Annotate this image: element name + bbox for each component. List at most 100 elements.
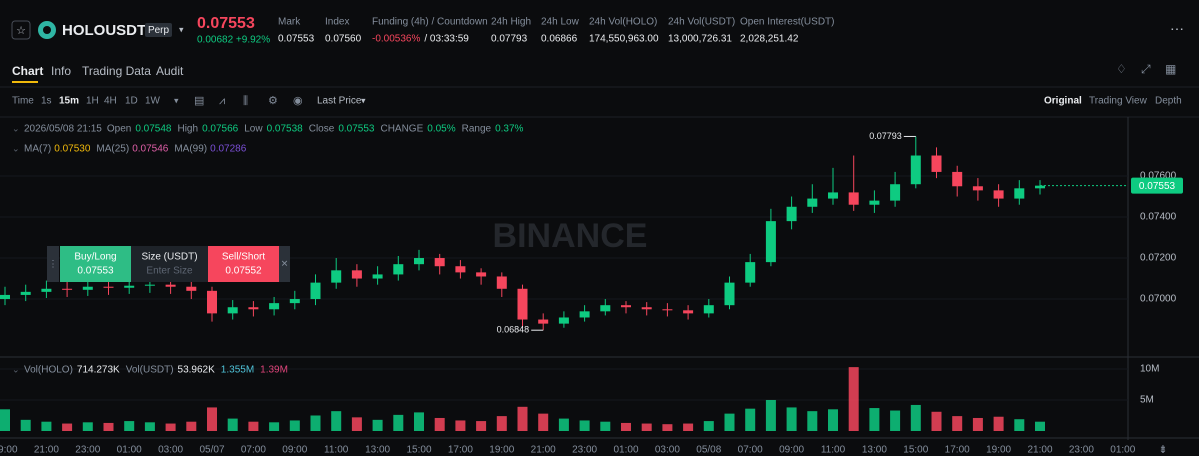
interval-dropdown[interactable]: ▾ (174, 95, 179, 105)
view-option[interactable]: Original (1044, 96, 1082, 107)
volume-bar (331, 411, 342, 431)
volume-bar (1014, 419, 1025, 431)
candle-body (496, 276, 507, 289)
close-panel[interactable]: ✕ (281, 258, 289, 268)
tool-icon[interactable]: ◉ (293, 95, 303, 107)
layout-icon[interactable]: ▦ (1165, 62, 1176, 76)
stat-value: 2,028,251.42 (740, 34, 799, 45)
candle-body (579, 311, 590, 318)
candle-body (207, 290, 217, 314)
view-option[interactable]: Trading View (1089, 96, 1148, 107)
candle-body (972, 186, 983, 191)
x-tick-label: 13:00 (365, 445, 390, 456)
candle-body (372, 274, 383, 279)
x-tick-label: 15:00 (406, 445, 431, 456)
view-option[interactable]: Depth (1155, 96, 1182, 107)
y-tick-label: 0.07600 (1140, 171, 1177, 182)
price-type-dropdown[interactable]: ▾ (361, 95, 366, 105)
symbol-dropdown[interactable]: ▾ (179, 24, 184, 34)
volume-bar (683, 423, 694, 431)
tab[interactable]: Trading Data (82, 64, 151, 78)
buy-price[interactable]: 0.07553 (77, 266, 114, 277)
candle-body (289, 299, 300, 304)
volume-bar (848, 367, 859, 431)
interval[interactable]: 1W (145, 96, 161, 107)
drag-handle[interactable] (47, 246, 59, 282)
candle-body (0, 294, 10, 300)
sell-price[interactable]: 0.07552 (225, 266, 262, 277)
interval[interactable]: Time (12, 96, 34, 107)
sell-button[interactable] (208, 246, 279, 282)
collapse-icon[interactable]: ⌄ (12, 123, 20, 133)
price-type[interactable]: Last Price (317, 96, 362, 107)
size-placeholder[interactable]: Enter Size (146, 266, 193, 277)
interval[interactable]: 4H (104, 96, 117, 107)
volume-bar (641, 423, 652, 431)
symbol[interactable]: HOLOUSDT (62, 22, 146, 39)
candle-body (310, 282, 321, 300)
x-tick-label: 09:00 (779, 445, 804, 456)
interval[interactable]: 1s (41, 96, 52, 107)
tool-icon[interactable]: ⚙ (268, 95, 278, 107)
volume-bar (745, 408, 756, 431)
alert-icon[interactable]: ♢ (1116, 62, 1127, 76)
candle-body (227, 307, 238, 314)
current-price-tag (1131, 177, 1183, 194)
volume-bar (600, 421, 611, 431)
legend-value: 0.07566 (202, 124, 239, 135)
candle-body (62, 288, 73, 290)
tab[interactable]: Info (51, 64, 71, 78)
tool-icon[interactable]: ⫼ (243, 95, 248, 107)
ma-label: MA(25) (96, 144, 129, 155)
star-icon: ☆ (16, 25, 26, 37)
stat-label: Funding (4h) / Countdown (372, 17, 488, 28)
x-tick-label: 01:00 (117, 445, 142, 456)
volume-bar (538, 413, 549, 431)
size-input[interactable] (131, 246, 208, 282)
stat-label: Index (325, 17, 349, 28)
x-tick-label: 11:00 (821, 445, 846, 456)
volume-bar (0, 409, 10, 431)
tab[interactable]: Audit (156, 64, 184, 78)
stat-label: Mark (278, 17, 301, 28)
candle-body (269, 303, 280, 310)
candle-body (331, 270, 342, 283)
buy-label[interactable]: Buy/Long (74, 252, 116, 263)
stat-value: 0.07553 (278, 34, 315, 45)
interval[interactable]: 1D (125, 96, 138, 107)
candle-body (828, 192, 838, 199)
x-tick-label: 07:00 (738, 445, 763, 456)
volume-bar (517, 406, 528, 431)
candle-body (144, 284, 155, 286)
fullscreen-icon[interactable]: ⤢ (1140, 62, 1151, 76)
tab[interactable]: Chart (12, 64, 43, 78)
interval[interactable]: 1H (86, 96, 99, 107)
legend-label: Range (462, 124, 492, 135)
x-tick-label: 11:00 (324, 445, 349, 456)
x-tick-label: 15:00 (903, 445, 928, 456)
candle-body (351, 270, 362, 279)
favorite-button[interactable] (11, 20, 31, 40)
collapse-icon[interactable]: ⌄ (12, 143, 20, 153)
tool-icon[interactable]: ⩘ (219, 95, 225, 107)
ma-value: 0.07546 (132, 144, 169, 155)
y-tick-label: 0.07200 (1140, 253, 1177, 264)
volume-bar (82, 422, 93, 431)
candle-body (82, 286, 93, 290)
x-tick-label: 17:00 (945, 445, 970, 456)
volume-bar (165, 423, 176, 431)
tool-icon[interactable]: ▤ (194, 95, 204, 107)
volume-bar (248, 421, 259, 431)
high-label: 0.07793 (869, 131, 902, 141)
close-panel-bg[interactable] (279, 246, 290, 282)
interval[interactable]: 15m (59, 96, 79, 107)
stat-value-extra: / 03:33:59 (424, 34, 469, 45)
x-tick-label: 05/08 (696, 445, 721, 456)
drag-icon: ⋮ (49, 258, 58, 268)
sell-label[interactable]: Sell/Short (222, 252, 266, 263)
stat-value: 0.07560 (325, 34, 362, 45)
buy-button[interactable] (60, 246, 131, 282)
axis-settings[interactable]: ⇟ (1158, 444, 1167, 456)
more-menu[interactable]: ⋯ (1170, 21, 1184, 37)
candle-body (683, 310, 694, 314)
